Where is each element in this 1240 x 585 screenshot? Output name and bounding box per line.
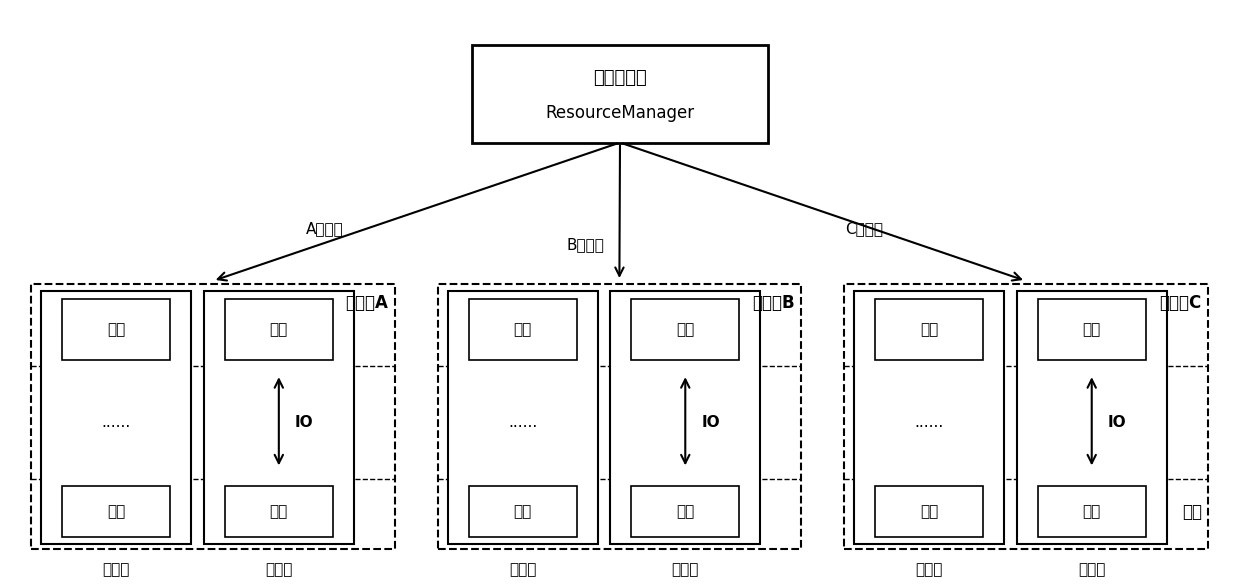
Text: C类作业: C类作业 (844, 222, 883, 236)
Text: 服务器: 服务器 (672, 562, 699, 577)
Text: 存储: 存储 (676, 504, 694, 519)
Bar (469, 300, 577, 360)
Bar (448, 291, 598, 545)
Text: ResourceManager: ResourceManager (546, 104, 694, 122)
Text: 标签组C: 标签组C (1159, 294, 1202, 312)
Text: 资源调度器: 资源调度器 (593, 69, 647, 87)
Text: 服务器: 服务器 (1078, 562, 1105, 577)
Text: 存储: 存储 (513, 504, 532, 519)
Text: A类作业: A类作业 (305, 222, 343, 236)
Text: IO: IO (702, 415, 720, 429)
Text: 服务器: 服务器 (915, 562, 942, 577)
Bar (631, 300, 739, 360)
Text: ......: ...... (508, 415, 537, 429)
Bar (62, 300, 170, 360)
Text: 存储: 存储 (1183, 503, 1203, 521)
Bar (610, 291, 760, 545)
Text: 计算: 计算 (270, 322, 288, 337)
Text: 计算: 计算 (1083, 322, 1101, 337)
Text: 计算: 计算 (920, 322, 939, 337)
Bar (844, 284, 1208, 549)
Text: 服务器: 服务器 (508, 562, 537, 577)
Bar (203, 291, 353, 545)
Text: 服务器: 服务器 (265, 562, 293, 577)
Text: 存储: 存储 (270, 504, 288, 519)
Text: 存储: 存储 (920, 504, 939, 519)
Bar (62, 486, 170, 538)
Bar (472, 44, 768, 143)
Bar (41, 291, 191, 545)
Text: 标签组B: 标签组B (753, 294, 795, 312)
Text: 服务器: 服务器 (103, 562, 130, 577)
Bar (1017, 291, 1167, 545)
Text: 计算: 计算 (676, 322, 694, 337)
Text: 计算: 计算 (107, 322, 125, 337)
Text: IO: IO (1107, 415, 1126, 429)
Text: 计算: 计算 (513, 322, 532, 337)
Bar (31, 284, 394, 549)
Text: ......: ...... (102, 415, 131, 429)
Bar (854, 291, 1004, 545)
Bar (631, 486, 739, 538)
Bar (224, 300, 334, 360)
Bar (438, 284, 801, 549)
Bar (1038, 486, 1146, 538)
Text: ......: ...... (915, 415, 944, 429)
Text: IO: IO (295, 415, 314, 429)
Bar (875, 486, 983, 538)
Bar (469, 486, 577, 538)
Bar (1038, 300, 1146, 360)
Bar (224, 486, 334, 538)
Bar (875, 300, 983, 360)
Text: 标签组A: 标签组A (346, 294, 388, 312)
Text: 存储: 存储 (107, 504, 125, 519)
Text: 存储: 存储 (1083, 504, 1101, 519)
Text: B类作业: B类作业 (567, 237, 604, 252)
